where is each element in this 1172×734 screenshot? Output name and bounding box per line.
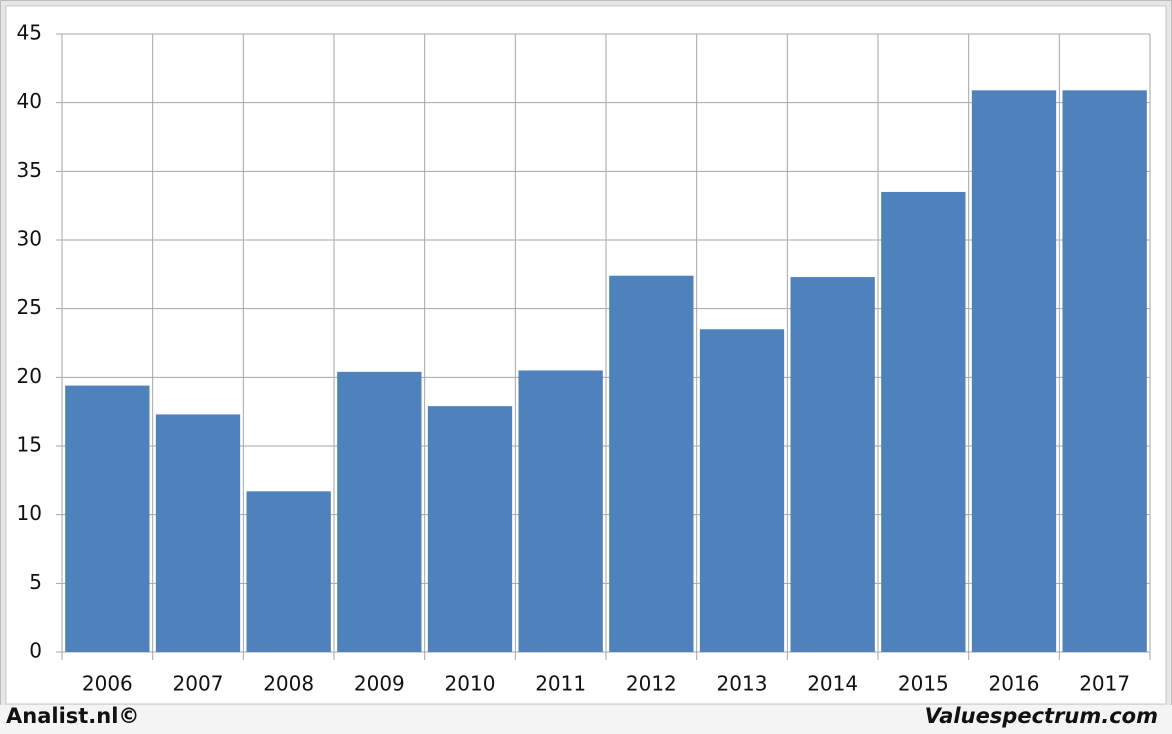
footer-band bbox=[0, 705, 1172, 734]
bar bbox=[155, 414, 241, 652]
bar bbox=[881, 191, 966, 652]
y-tick-label: 15 bbox=[17, 433, 42, 457]
y-tick-label: 5 bbox=[29, 570, 42, 594]
bar bbox=[971, 90, 1057, 653]
bar bbox=[246, 491, 331, 652]
bar bbox=[609, 275, 694, 652]
y-tick-label: 40 bbox=[17, 89, 42, 113]
y-tick-label: 20 bbox=[17, 364, 42, 388]
y-tick-label: 30 bbox=[17, 227, 42, 251]
x-tick-label: 2012 bbox=[626, 672, 677, 696]
x-tick-label: 2016 bbox=[989, 672, 1040, 696]
x-tick-label: 2015 bbox=[898, 672, 949, 696]
x-tick-label: 2013 bbox=[717, 672, 768, 696]
x-tick-label: 2006 bbox=[82, 672, 133, 696]
bar bbox=[337, 371, 422, 652]
x-tick-label: 2010 bbox=[445, 672, 496, 696]
x-tick-label: 2017 bbox=[1079, 672, 1130, 696]
y-tick-label: 25 bbox=[17, 295, 42, 319]
bar bbox=[790, 277, 875, 652]
bar bbox=[427, 406, 513, 652]
y-tick-label: 10 bbox=[17, 501, 42, 525]
bar bbox=[699, 329, 785, 652]
y-tick-label: 0 bbox=[29, 639, 42, 663]
x-tick-label: 2007 bbox=[173, 672, 224, 696]
x-tick-label: 2009 bbox=[354, 672, 405, 696]
x-tick-label: 2011 bbox=[535, 672, 586, 696]
x-tick-label: 2008 bbox=[263, 672, 314, 696]
footer-right: Valuespectrum.com bbox=[925, 704, 1158, 728]
y-tick-label: 35 bbox=[17, 158, 42, 182]
bar bbox=[1062, 90, 1147, 653]
footer-left: Analist.nl© bbox=[6, 704, 139, 728]
y-tick-label: 45 bbox=[17, 21, 42, 45]
x-tick-label: 2014 bbox=[807, 672, 858, 696]
bar bbox=[518, 370, 603, 652]
bar bbox=[65, 385, 150, 652]
